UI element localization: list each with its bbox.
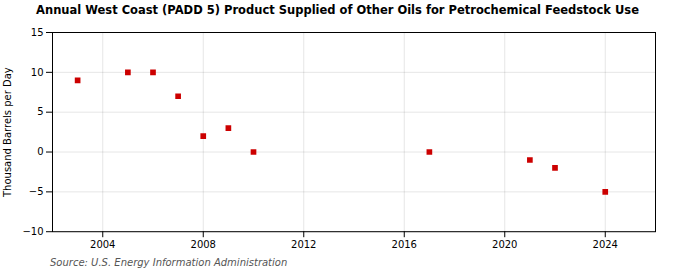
html-text:Annual West Coast (PADD 5) Pro: Annual West Coast (PADD 5) Product Suppl…: [36, 3, 639, 17]
svg-text:15: 15: [31, 26, 44, 37]
svg-text:2016: 2016: [392, 239, 417, 250]
svg-text:5: 5: [37, 106, 43, 117]
svg-text:Thousand Barrels per Day: Thousand Barrels per Day: [2, 67, 13, 198]
svg-text:2012: 2012: [291, 239, 316, 250]
svg-text:−10: −10: [22, 226, 43, 237]
svg-text:2004: 2004: [90, 239, 115, 250]
svg-text:2008: 2008: [191, 239, 216, 250]
svg-text:−5: −5: [29, 186, 44, 197]
svg-text:2024: 2024: [593, 239, 618, 250]
svg-text:0: 0: [37, 146, 43, 157]
svg-text:2020: 2020: [492, 239, 517, 250]
svg-text:10: 10: [31, 66, 44, 77]
html-text:Source: U.S. Energy Informatio: Source: U.S. Energy Information Administ…: [50, 257, 288, 268]
